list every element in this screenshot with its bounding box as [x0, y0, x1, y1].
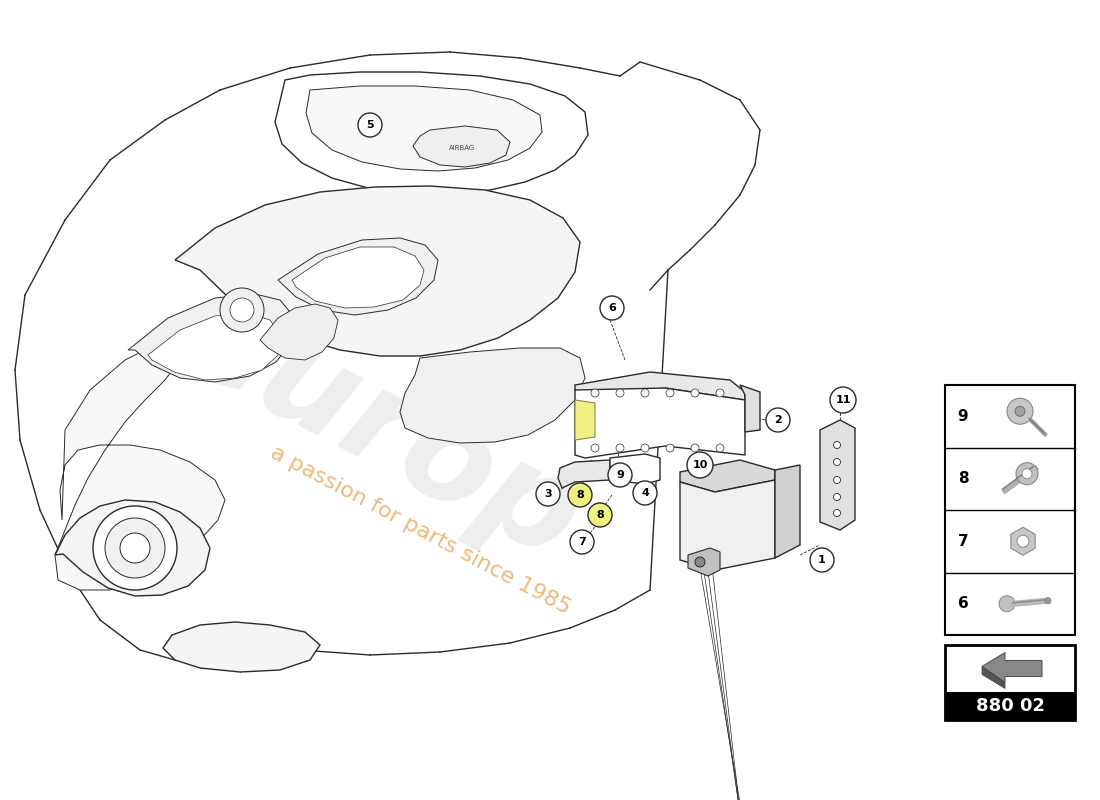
Polygon shape: [740, 385, 760, 432]
Text: 8: 8: [958, 471, 968, 486]
Circle shape: [666, 389, 674, 397]
Circle shape: [641, 389, 649, 397]
Circle shape: [591, 389, 600, 397]
Circle shape: [600, 296, 624, 320]
Circle shape: [591, 444, 600, 452]
Text: 9: 9: [958, 409, 968, 424]
Polygon shape: [55, 500, 210, 596]
Circle shape: [588, 503, 612, 527]
Polygon shape: [776, 465, 800, 558]
Circle shape: [834, 442, 840, 449]
Circle shape: [834, 458, 840, 466]
Text: europ: europ: [158, 272, 602, 588]
Polygon shape: [575, 388, 745, 458]
Circle shape: [1016, 462, 1038, 485]
Polygon shape: [275, 72, 588, 194]
Circle shape: [570, 530, 594, 554]
Polygon shape: [575, 400, 595, 440]
Text: 6: 6: [608, 303, 616, 313]
Text: 3: 3: [544, 489, 552, 499]
Circle shape: [608, 463, 632, 487]
Circle shape: [830, 387, 856, 413]
FancyBboxPatch shape: [945, 645, 1075, 720]
Circle shape: [1022, 469, 1032, 478]
Polygon shape: [982, 666, 1005, 689]
Circle shape: [834, 494, 840, 501]
Circle shape: [358, 113, 382, 137]
Text: 10: 10: [692, 460, 707, 470]
Polygon shape: [260, 304, 338, 360]
Circle shape: [716, 389, 724, 397]
Circle shape: [834, 477, 840, 483]
Circle shape: [688, 452, 713, 478]
Circle shape: [120, 533, 150, 563]
Text: AIRBAG: AIRBAG: [449, 145, 475, 151]
Circle shape: [536, 482, 560, 506]
Polygon shape: [278, 238, 438, 315]
Polygon shape: [292, 247, 424, 308]
Text: 880 02: 880 02: [976, 697, 1045, 715]
Circle shape: [616, 389, 624, 397]
Circle shape: [716, 444, 724, 452]
Polygon shape: [575, 372, 745, 400]
Circle shape: [1015, 406, 1025, 416]
Polygon shape: [820, 420, 855, 530]
Circle shape: [1045, 598, 1050, 604]
Circle shape: [691, 389, 698, 397]
Polygon shape: [400, 348, 585, 443]
Circle shape: [1018, 535, 1028, 547]
Circle shape: [1006, 398, 1033, 424]
Polygon shape: [688, 548, 720, 576]
Text: 2: 2: [774, 415, 782, 425]
Polygon shape: [982, 653, 1042, 682]
Polygon shape: [680, 480, 775, 570]
Polygon shape: [610, 454, 660, 484]
Polygon shape: [163, 622, 320, 672]
Circle shape: [766, 408, 790, 432]
Circle shape: [230, 298, 254, 322]
Text: 6: 6: [958, 596, 968, 611]
Circle shape: [94, 506, 177, 590]
Polygon shape: [175, 186, 580, 356]
Text: 1: 1: [818, 555, 826, 565]
Circle shape: [641, 444, 649, 452]
Polygon shape: [306, 86, 542, 171]
Circle shape: [632, 481, 657, 505]
Circle shape: [666, 444, 674, 452]
Text: 8: 8: [576, 490, 584, 500]
Text: 11: 11: [835, 395, 850, 405]
Polygon shape: [412, 126, 510, 167]
Circle shape: [834, 510, 840, 517]
Text: 8: 8: [596, 510, 604, 520]
Circle shape: [220, 288, 264, 332]
Circle shape: [999, 596, 1015, 612]
Text: 4: 4: [641, 488, 649, 498]
Circle shape: [568, 483, 592, 507]
Circle shape: [616, 444, 624, 452]
Text: 5: 5: [366, 120, 374, 130]
Circle shape: [695, 557, 705, 567]
Circle shape: [810, 548, 834, 572]
Circle shape: [104, 518, 165, 578]
Circle shape: [691, 444, 698, 452]
FancyBboxPatch shape: [945, 692, 1075, 720]
Polygon shape: [558, 460, 611, 488]
Polygon shape: [680, 460, 775, 492]
Polygon shape: [55, 345, 225, 590]
Text: 7: 7: [958, 534, 968, 549]
Polygon shape: [1011, 527, 1035, 555]
Text: a passion for parts since 1985: a passion for parts since 1985: [266, 442, 573, 618]
Text: 7: 7: [579, 537, 586, 547]
Polygon shape: [128, 294, 295, 382]
Polygon shape: [148, 313, 282, 380]
Text: 9: 9: [616, 470, 624, 480]
